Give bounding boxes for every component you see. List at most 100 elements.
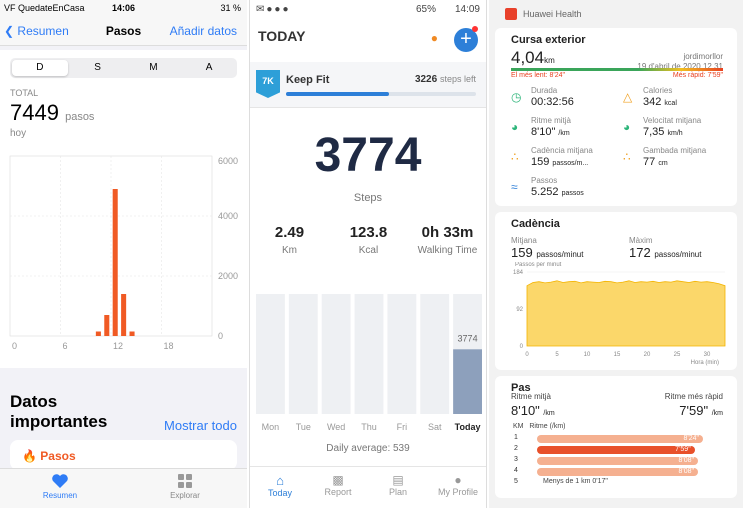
split-row: 4 8'08": [511, 467, 723, 477]
app-header: Huawei Health: [489, 0, 743, 26]
metric-number: 77: [643, 156, 656, 168]
lightbulb-icon[interactable]: ●: [430, 31, 438, 45]
chevron-left-icon: ❮: [4, 24, 15, 38]
hour-bar: [121, 294, 127, 336]
goal-badge-icon: 7K: [256, 70, 280, 98]
hour-bar: [112, 189, 118, 336]
notification-icons: ✉●●●: [256, 4, 291, 15]
highlights-title: Datos importantes: [10, 392, 108, 431]
tab-plan-label: Plan: [388, 487, 407, 497]
goal-card[interactable]: 7K Keep Fit 3226 steps left: [250, 62, 486, 108]
add-data-button[interactable]: Añadir datos: [169, 24, 237, 38]
y-tick-label: 2000: [218, 271, 238, 281]
y-tick-label: 4000: [218, 211, 238, 221]
page-title: Pasos: [105, 24, 142, 38]
tab-today[interactable]: ⌂ Today: [250, 473, 310, 498]
status-bar: ✉●●● 65% 14:09: [250, 0, 486, 20]
metric-avg-cadence: ∴ Cadència mitjana 159 passos/m...: [511, 146, 621, 172]
carrier-label: VF QuedateEnCasa: [4, 3, 85, 13]
tab-profile[interactable]: ● My Profile: [428, 473, 486, 497]
tab-summary-label: Resumen: [42, 491, 78, 500]
cadence-area: [526, 280, 726, 347]
back-button[interactable]: ❮ Resumen: [4, 24, 69, 38]
pace-avg-label: Ritme mitjà: [511, 392, 552, 401]
steps-chart-card: D S M A TOTAL 7449 pasos hoy 0 6 12 18 6000 4…: [0, 50, 247, 368]
metric-unit: /km: [558, 130, 570, 137]
x-tick-label: 15: [614, 352, 621, 358]
metric-value: 77 cm: [643, 156, 668, 168]
metric-label: Calories: [643, 86, 673, 95]
steps-left-label: steps left: [439, 74, 476, 84]
user-name: jordimorllor: [683, 52, 723, 61]
activity-date: 19 d'abril de 2020 12.31: [637, 62, 723, 71]
split-partial-text: Menys de 1 km 0'17": [543, 478, 608, 485]
x-axis-label: Hora (min): [691, 360, 719, 366]
steps-highlight-card[interactable]: 🔥 Pasos: [10, 440, 237, 470]
steps-left: 3226 steps left: [415, 74, 476, 85]
health-app-panel: VF QuedateEnCasa 14:06 31 % ❮ Resumen Pa…: [0, 0, 247, 508]
cadence-avg-value: 159 passos/minut: [511, 245, 583, 260]
split-bar: 8'08": [537, 468, 699, 476]
col-pace: Ritme (/km): [529, 423, 566, 430]
segment-day[interactable]: D: [12, 60, 68, 76]
split-row: 3 8'08": [511, 456, 723, 466]
tab-report[interactable]: ▩ Report: [308, 473, 368, 497]
metric-unit: cm: [658, 160, 668, 167]
pace-range-bar: [511, 68, 723, 71]
pace-avg-unit: /km: [543, 410, 555, 417]
show-all-link[interactable]: Mostrar todo: [164, 418, 237, 433]
x-tick-label: 6: [63, 341, 68, 351]
cadence-max-label: Màxim: [629, 236, 653, 245]
shoe-icon: ≈: [511, 180, 518, 194]
metric-unit: passos: [561, 190, 584, 197]
gauge-icon: ◕: [511, 120, 519, 134]
y-tick-label: 184: [513, 270, 524, 276]
x-tick-label: 0: [525, 352, 529, 358]
daily-average: Daily average: 539: [326, 443, 410, 454]
stat-distance-label: Km: [282, 245, 297, 256]
day-column: [288, 294, 318, 414]
tab-explore[interactable]: Explorar: [155, 473, 215, 500]
split-row-partial: 5 Menys de 1 km 0'17": [511, 478, 723, 488]
metric-duration: ◷ Durada 00:32:56: [511, 86, 621, 112]
tab-plan[interactable]: ▤ Plan: [368, 473, 428, 497]
metric-label: Gambada mitjana: [643, 146, 707, 155]
add-button[interactable]: +: [454, 28, 478, 52]
cadence-max-unit: passos/minut: [654, 250, 702, 259]
segment-week[interactable]: S: [94, 62, 101, 73]
metric-unit: km/h: [667, 130, 683, 137]
metric-label: Durada: [531, 86, 558, 95]
clipboard-icon: ▤: [392, 473, 404, 487]
metric-value: 342 kcal: [643, 96, 677, 108]
x-tick-label: 18: [164, 341, 174, 351]
distance-value: 4,04: [511, 48, 545, 67]
metric-number: 342: [643, 96, 662, 108]
cadence-card: Cadència Mitjana 159 passos/minut Màxim …: [495, 212, 737, 370]
tab-profile-label: My Profile: [437, 487, 478, 497]
slowest-pace: El més lent: 8'24": [511, 72, 566, 79]
metric-avg-speed: ◕ Velocitat mitjana 7,35 km/h: [623, 116, 733, 142]
metric-unit: passos/m...: [552, 160, 589, 167]
stat-calories-label: Kcal: [358, 245, 379, 256]
metric-value: 5.252 passos: [531, 186, 584, 198]
tab-summary[interactable]: Resumen: [30, 473, 90, 500]
segment-year[interactable]: A: [205, 62, 213, 73]
activity-distance: 4,04km: [511, 48, 555, 68]
cadence-max-number: 172: [629, 245, 651, 260]
notification-dot: [472, 26, 478, 32]
pace-avg-number: 8'10": [511, 403, 540, 418]
heart-icon: [52, 474, 68, 488]
split-time: 8'24": [683, 435, 699, 442]
flame-icon: 🔥: [22, 449, 37, 463]
segment-month[interactable]: M: [149, 62, 158, 73]
split-row: 1 8'24": [511, 434, 723, 444]
metric-number: 00:32:56: [531, 96, 574, 108]
goal-progress-fill: [286, 92, 389, 96]
day-bar: [453, 349, 482, 414]
stat-walking-time: 0h 33m Walking Time: [408, 224, 486, 256]
y-tick-label: 6000: [218, 156, 238, 166]
activity-title: Cursa exterior: [511, 34, 586, 46]
pace-title: Pas: [511, 382, 531, 394]
metric-value: 00:32:56: [531, 96, 574, 108]
metric-number: 8'10": [531, 126, 556, 138]
